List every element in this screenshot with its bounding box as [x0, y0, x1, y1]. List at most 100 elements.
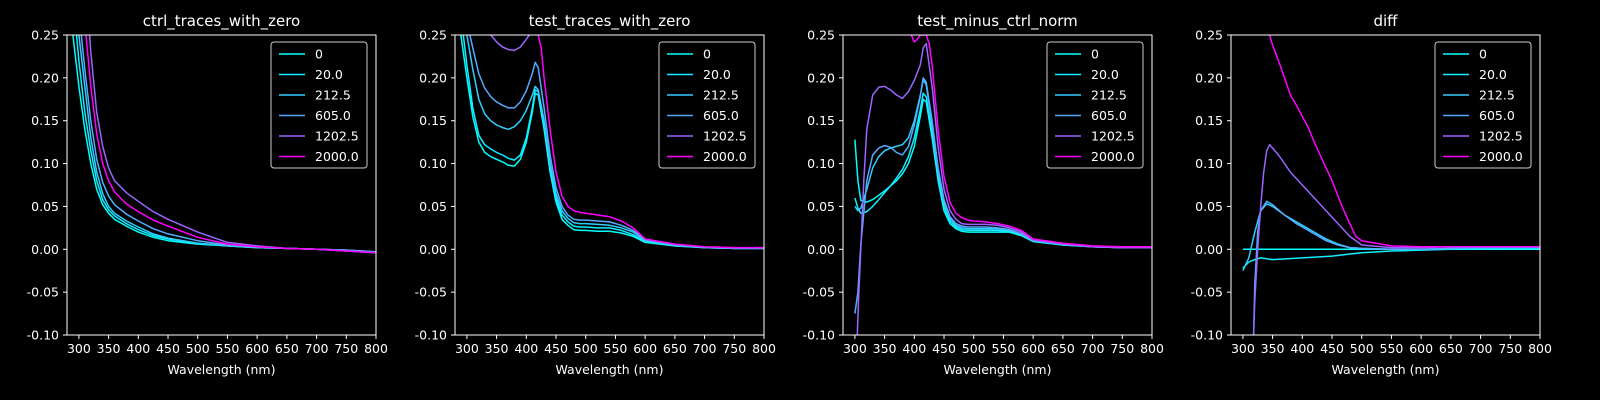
x-axis-label: Wavelength (nm) [944, 362, 1052, 377]
y-tick-label: 0.15 [1195, 113, 1223, 128]
x-tick-label: 750 [722, 341, 746, 356]
legend-entry: 2000.0 [1479, 149, 1523, 164]
y-tick-label: -0.10 [27, 328, 59, 343]
x-tick-label: 800 [1140, 341, 1164, 356]
legend-entry: 20.0 [1091, 67, 1119, 82]
chart-panel-3: test_minus_ctrl_norm Wavelength (nm) 300 35… [803, 12, 1164, 377]
x-tick-label: 750 [1110, 341, 1134, 356]
x-tick-label: 300 [1231, 341, 1255, 356]
y-tick-label: 0.00 [419, 242, 447, 257]
x-tick-label: 550 [992, 341, 1016, 356]
x-tick-label: 650 [663, 341, 687, 356]
y-tick-label: 0.15 [419, 113, 447, 128]
y-tick-label: 0.10 [807, 156, 835, 171]
legend-entry: 1202.5 [1479, 129, 1523, 144]
legend-entry: 605.0 [315, 108, 351, 123]
legend-entry: 20.0 [1479, 67, 1507, 82]
x-tick-label: 300 [67, 341, 91, 356]
x-tick-label: 750 [334, 341, 358, 356]
y-tick-label: 0.10 [1195, 156, 1223, 171]
x-tick-label: 750 [1498, 341, 1522, 356]
y-tick-label: 0.00 [31, 242, 59, 257]
legend: 0 20.0 212.5 605.0 1202.5 2000.0 [1435, 42, 1531, 168]
x-tick-label: 350 [485, 341, 509, 356]
chart-title: diff [1373, 12, 1398, 30]
y-tick-label: 0.20 [807, 70, 835, 85]
legend-entry: 20.0 [703, 67, 731, 82]
x-tick-label: 500 [574, 341, 598, 356]
series-line-20.0 [1243, 248, 1540, 269]
legend-entry: 605.0 [1479, 108, 1515, 123]
legend-entry: 2000.0 [1091, 149, 1135, 164]
x-tick-label: 700 [1081, 341, 1105, 356]
x-tick-label: 400 [514, 341, 538, 356]
y-tick-label: 0.20 [419, 70, 447, 85]
x-tick-label: 550 [1380, 341, 1404, 356]
legend-entry: 0 [1091, 47, 1099, 62]
legend-entry: 212.5 [1479, 88, 1515, 103]
x-tick-label: 300 [843, 341, 867, 356]
chart-title: test_traces_with_zero [529, 12, 691, 31]
y-tick-label: -0.05 [1191, 285, 1223, 300]
y-tick-label: 0.25 [807, 28, 835, 43]
y-tick-label: -0.10 [1191, 328, 1223, 343]
x-tick-label: 450 [544, 341, 568, 356]
y-tick-label: 0.05 [31, 199, 59, 214]
x-tick-label: 800 [752, 341, 776, 356]
chart-title: ctrl_traces_with_zero [143, 12, 300, 31]
x-tick-label: 500 [186, 341, 210, 356]
x-tick-label: 600 [633, 341, 657, 356]
y-tick-label: 0.20 [1195, 70, 1223, 85]
x-tick-label: 550 [216, 341, 240, 356]
y-tick-label: 0.05 [1195, 199, 1223, 214]
x-axis-label: Wavelength (nm) [1332, 362, 1440, 377]
legend-entry: 212.5 [703, 88, 739, 103]
legend-entry: 605.0 [703, 108, 739, 123]
x-tick-label: 500 [1350, 341, 1374, 356]
x-tick-label: 700 [1469, 341, 1493, 356]
legend: 0 20.0 212.5 605.0 1202.5 2000.0 [271, 42, 367, 168]
legend-entry: 2000.0 [703, 149, 747, 164]
y-tick-label: -0.05 [803, 285, 835, 300]
legend-entry: 0 [1479, 47, 1487, 62]
x-tick-label: 550 [604, 341, 628, 356]
legend-entry: 605.0 [1091, 108, 1127, 123]
x-tick-label: 600 [245, 341, 269, 356]
chart-title: test_minus_ctrl_norm [917, 12, 1078, 31]
y-tick-label: 0.00 [1195, 242, 1223, 257]
x-axis-label: Wavelength (nm) [556, 362, 664, 377]
x-tick-label: 450 [932, 341, 956, 356]
x-tick-label: 800 [1528, 341, 1552, 356]
y-tick-label: 0.05 [419, 199, 447, 214]
y-tick-label: 0.20 [31, 70, 59, 85]
chart-panel-1: ctrl_traces_with_zero Wavelength (nm) 300 3… [27, 12, 388, 377]
legend-entry: 1202.5 [315, 129, 359, 144]
legend-entry: 0 [703, 47, 711, 62]
y-tick-label: 0.10 [31, 156, 59, 171]
series-line-1202.5 [491, 35, 530, 50]
x-tick-label: 700 [693, 341, 717, 356]
legend-entry: 212.5 [315, 88, 351, 103]
legend-entry: 20.0 [315, 67, 343, 82]
legend-entry: 2000.0 [315, 149, 359, 164]
chart-panel-2: test_traces_with_zero Wavelength (nm) 300 3… [415, 12, 776, 377]
y-tick-label: 0.10 [419, 156, 447, 171]
x-tick-label: 650 [275, 341, 299, 356]
x-tick-label: 300 [455, 341, 479, 356]
y-tick-label: 0.15 [31, 113, 59, 128]
y-tick-label: 0.00 [807, 242, 835, 257]
legend-entry: 0 [315, 47, 323, 62]
x-tick-label: 600 [1409, 341, 1433, 356]
x-tick-label: 650 [1051, 341, 1075, 356]
y-tick-label: -0.05 [27, 285, 59, 300]
series-line-212.5 [1243, 204, 1540, 271]
x-tick-label: 700 [305, 341, 329, 356]
x-tick-label: 350 [873, 341, 897, 356]
y-tick-label: 0.15 [807, 113, 835, 128]
x-tick-label: 800 [364, 341, 388, 356]
x-tick-label: 400 [902, 341, 926, 356]
y-tick-label: 0.25 [1195, 28, 1223, 43]
x-tick-label: 400 [1290, 341, 1314, 356]
legend-entry: 1202.5 [703, 129, 747, 144]
